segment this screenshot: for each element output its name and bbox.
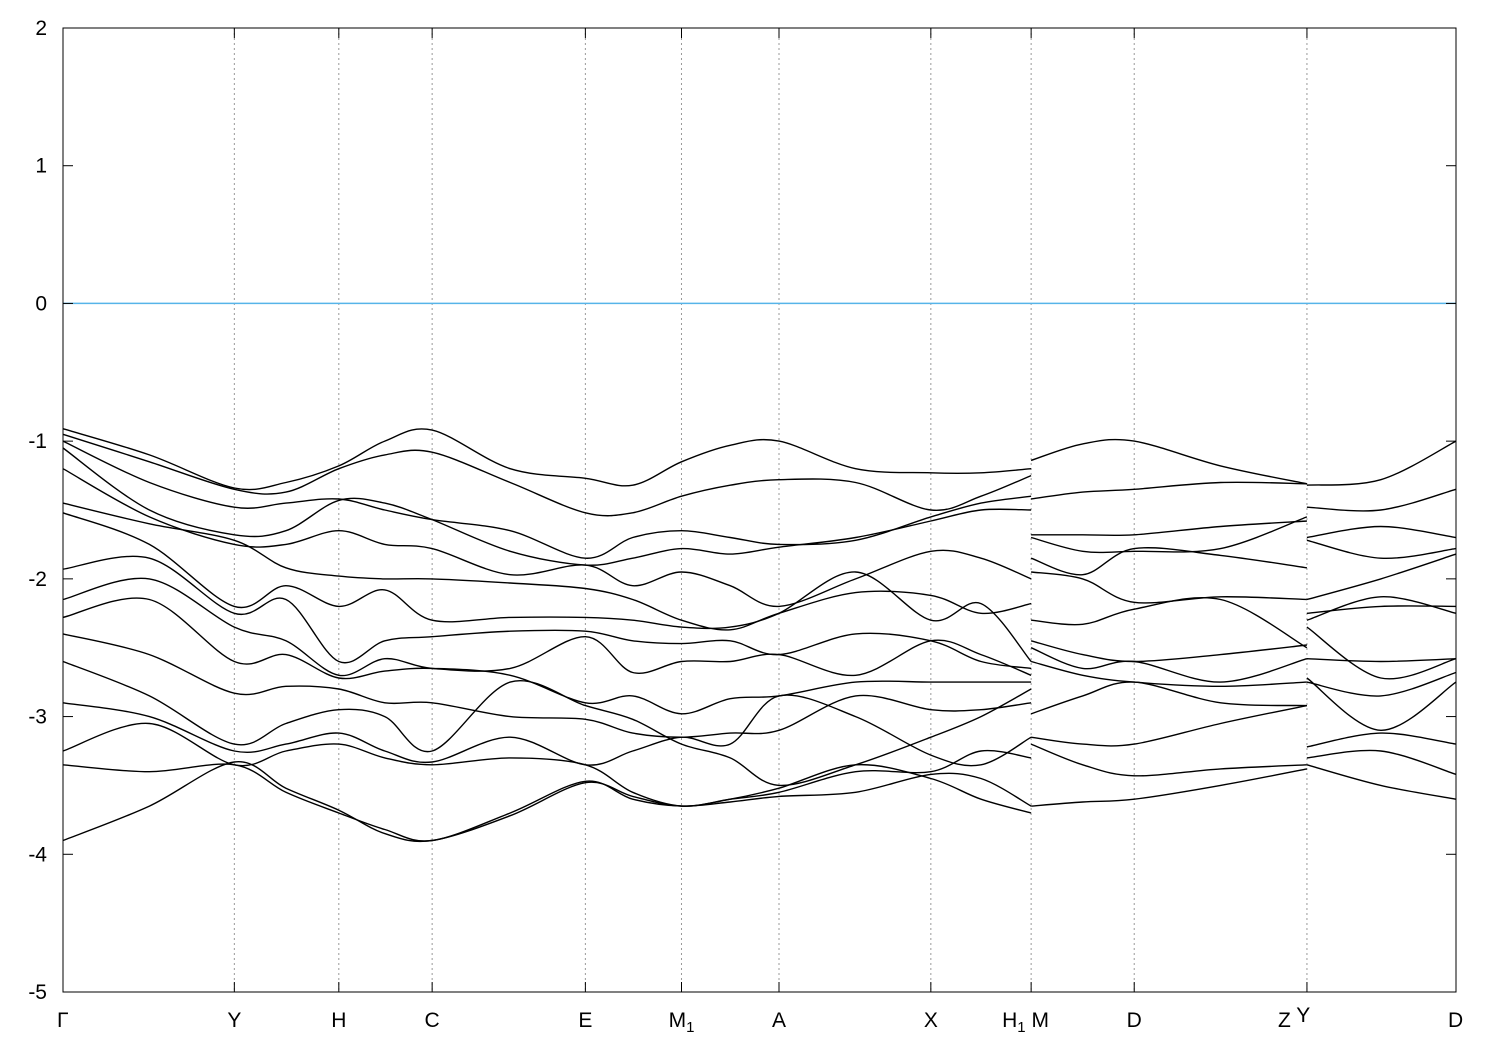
x-tick-label: H: [331, 1009, 346, 1032]
band-line-seg1-3: [62, 440, 1032, 559]
grid-lines: [233, 28, 1308, 992]
x-axis: Γ Y H C E M1 A X H1 M D Z Y D: [57, 28, 1463, 1036]
band-line-seg2-7: [1031, 596, 1308, 649]
band-line-seg3-10: [1306, 671, 1457, 697]
band-line-seg3-14: [1306, 764, 1457, 800]
band-line-seg1-4: [62, 447, 1032, 566]
plot-frame: [62, 27, 1457, 993]
band-line-seg1-12: [62, 660, 1032, 787]
band-line-seg1-15: [62, 763, 1032, 842]
band-line-seg2-4: [1030, 516, 1308, 554]
band-line-seg2-14: [1031, 768, 1308, 807]
band-line-seg1-10: [62, 597, 1032, 715]
band-line-seg1-6: [62, 502, 1032, 631]
y-tick-label: -1: [28, 430, 47, 453]
band-line-seg2-13: [1030, 743, 1307, 777]
bands: [62, 428, 1457, 843]
band-line-seg2-2: [1031, 481, 1307, 500]
band-line-seg1-2: [62, 433, 1032, 517]
y-axis: 2 1 0 -1 -2 -3 -4 -5: [28, 17, 1456, 1004]
band-line-seg1-16: [62, 761, 1032, 843]
band-line-seg2-1: [1030, 438, 1308, 485]
band-line-seg2-11: [1030, 681, 1307, 715]
band-line-seg1-7: [62, 512, 1032, 662]
band-line-seg1-1: [62, 428, 1032, 491]
band-line-seg1-5: [62, 468, 1032, 608]
x-tick-label: E: [578, 1009, 592, 1032]
band-line-seg3-4: [1306, 539, 1457, 559]
x-tick-label: D: [1127, 1009, 1142, 1032]
band-line-seg2-3: [1031, 520, 1307, 537]
band-line-seg2-8: [1030, 640, 1307, 663]
band-line-seg1-11: [62, 633, 1032, 738]
band-line-seg3-8: [1306, 626, 1457, 680]
y-tick-label: -2: [28, 568, 47, 591]
x-tick-label: Γ: [57, 1009, 69, 1032]
y-tick-label: -5: [28, 981, 47, 1004]
x-tick-label: Y: [227, 1009, 241, 1032]
band-line-seg1-8: [62, 555, 1032, 670]
band-line-seg3-1: [1306, 440, 1457, 486]
y-tick-label: 2: [35, 17, 47, 40]
x-tick-label: M1: [669, 1009, 695, 1036]
band-line-seg3-12: [1306, 732, 1457, 748]
band-line-seg2-9: [1030, 647, 1308, 683]
y-tick-label: 0: [35, 292, 47, 315]
band-line-seg1-9: [62, 577, 1032, 677]
band-line-seg3-6: [1306, 605, 1457, 614]
band-line-seg3-13: [1306, 749, 1457, 776]
y-tick-label: -4: [28, 843, 47, 866]
y-tick-label: -3: [28, 706, 47, 729]
x-tick-label: H1 M: [1002, 1009, 1049, 1036]
y-tick-label: 1: [35, 155, 47, 178]
x-tick-label: D: [1448, 1009, 1463, 1032]
band-line-seg3-11: [1306, 677, 1457, 732]
x-tick-label: A: [772, 1009, 786, 1032]
band-line-seg3-7: [1306, 596, 1457, 621]
band-line-seg3-9: [1306, 658, 1457, 663]
x-tick-label: C: [425, 1009, 440, 1032]
x-tick-label: X: [924, 1009, 938, 1032]
band-line-seg1-14: [62, 722, 1032, 807]
band-line-seg1-13: [62, 694, 1032, 767]
band-line-seg3-3: [1306, 525, 1457, 539]
band-line-seg3-5: [1306, 553, 1457, 601]
band-line-seg3-2: [1306, 488, 1457, 512]
band-line-seg2-6: [1031, 571, 1307, 604]
band-line-seg2-5: [1030, 547, 1307, 576]
band-line-seg2-12: [1031, 704, 1308, 747]
x-tick-label: Z Y: [1278, 1004, 1310, 1032]
